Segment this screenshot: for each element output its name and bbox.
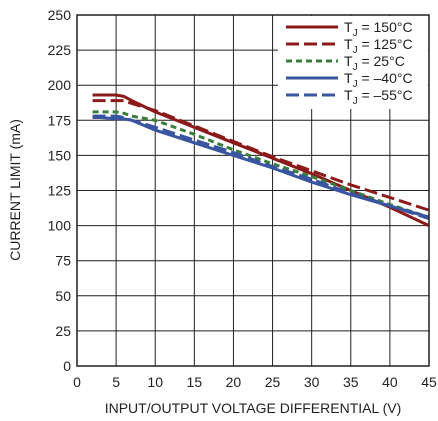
x-tick-label: 15 (187, 374, 203, 390)
y-tick-label: 100 (48, 218, 72, 234)
series-line-3 (92, 110, 430, 219)
y-axis-label: CURRENT LIMIT (mA) (7, 119, 23, 261)
x-tick-label: 35 (343, 374, 359, 390)
y-tick-label: 50 (55, 288, 71, 304)
x-tick-label: 45 (421, 374, 437, 390)
legend-background (278, 16, 428, 109)
legend-entry: TJ = 125°C (344, 36, 413, 56)
series-line-2 (92, 99, 430, 212)
x-tick-label: 30 (304, 374, 320, 390)
series-line-5 (92, 114, 430, 221)
x-tick-label: 25 (265, 374, 281, 390)
series-lines (92, 93, 430, 227)
plot-frame (76, 14, 430, 367)
legend-entry: TJ = 25°C (344, 53, 405, 73)
x-tick-label: 0 (73, 374, 81, 390)
y-tick-label: 0 (63, 358, 71, 374)
legend-entry: TJ = –40°C (344, 70, 413, 90)
y-tick-label: 175 (48, 112, 72, 128)
legend-entry: TJ = 150°C (344, 19, 413, 39)
x-tick-label: 20 (226, 374, 242, 390)
y-tick-label: 25 (55, 323, 71, 339)
y-tick-labels: 0 25 50 75 100 125 150 175 200 225 250 (48, 7, 72, 374)
y-tick-label: 200 (48, 77, 72, 93)
x-tick-labels: 0 5 10 15 20 25 30 35 40 45 (73, 374, 437, 390)
y-tick-label: 125 (48, 183, 72, 199)
y-tick-label: 150 (48, 147, 72, 163)
legend: TJ = 150°CTJ = 125°CTJ = 25°CTJ = –40°CT… (278, 16, 428, 109)
series-line-1 (92, 93, 430, 227)
y-tick-label: 250 (48, 7, 72, 23)
legend-entry: TJ = –55°C (344, 87, 413, 107)
x-tick-label: 5 (112, 374, 120, 390)
x-axis-label: INPUT/OUTPUT VOLTAGE DIFFERENTIAL (V) (105, 400, 402, 416)
y-tick-label: 75 (55, 253, 71, 269)
x-tick-label: 40 (382, 374, 398, 390)
x-tick-label: 10 (147, 374, 163, 390)
y-tick-label: 225 (48, 42, 72, 58)
